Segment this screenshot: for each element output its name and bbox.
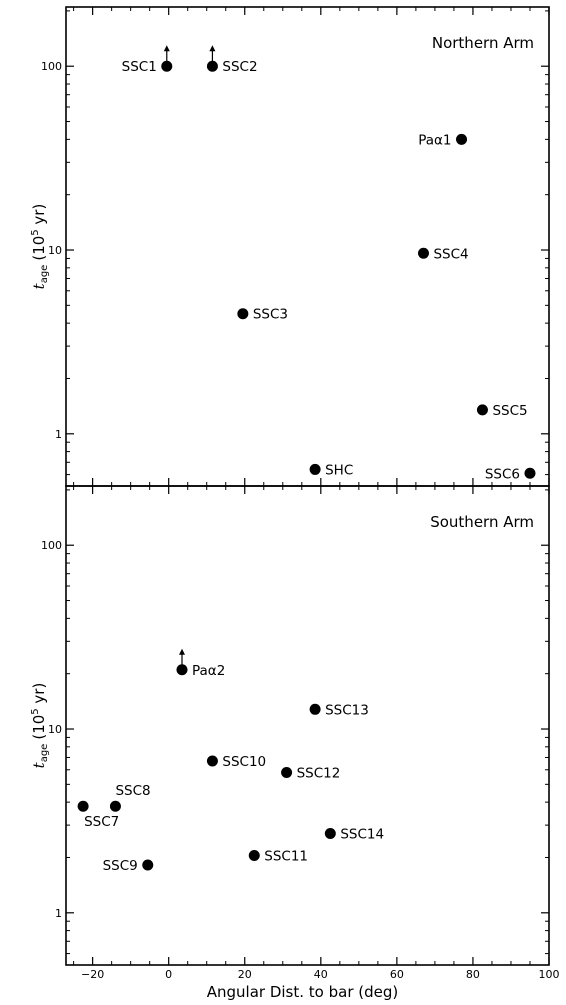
y-axis-subscript: age xyxy=(39,265,50,284)
point-marker xyxy=(476,404,488,416)
point-marker xyxy=(176,664,188,676)
lower-limit-arrow-head xyxy=(178,648,185,655)
panel-title: Southern Arm xyxy=(430,513,534,531)
x-tick-label: 100 xyxy=(539,968,560,981)
x-tick-label: −20 xyxy=(81,968,104,981)
data-point: SSC14 xyxy=(324,827,384,843)
x-tick-label: 20 xyxy=(238,968,252,981)
point-label: SSC9 xyxy=(103,858,138,874)
x-tick-label: 80 xyxy=(466,968,480,981)
point-marker xyxy=(456,133,468,145)
point-label: SSC6 xyxy=(485,466,520,482)
point-label: SSC7 xyxy=(84,814,119,830)
point-label: Paα1 xyxy=(418,132,451,148)
data-point: SHC xyxy=(309,462,353,478)
data-point: SSC4 xyxy=(417,246,469,262)
point-marker xyxy=(77,800,89,812)
point-marker xyxy=(417,247,429,259)
y-tick-label: 100 xyxy=(41,539,62,552)
panel-title: Northern Arm xyxy=(432,34,534,52)
data-point: SSC2 xyxy=(206,45,258,75)
point-label: SSC1 xyxy=(122,59,157,75)
y-axis-title: tage (105 yr) xyxy=(30,683,50,769)
point-label: SSC8 xyxy=(115,783,150,799)
point-label: SSC2 xyxy=(222,59,257,75)
plot-frame xyxy=(65,6,550,487)
point-marker xyxy=(248,850,260,862)
y-axis-subscript: age xyxy=(39,744,50,763)
x-tick-label: 60 xyxy=(390,968,404,981)
point-marker xyxy=(281,766,293,778)
y-axis-exponent: 5 xyxy=(30,708,41,714)
northern-arm-panel: 1 10 100 Northern Arm tage (105 yr) SSC1 SSC2 Pa… xyxy=(30,6,550,487)
point-marker xyxy=(109,800,121,812)
y-axis-unit: (10 xyxy=(30,236,48,261)
data-point: SSC11 xyxy=(248,849,308,865)
x-tick-label: 40 xyxy=(314,968,328,981)
data-point: SSC6 xyxy=(485,466,536,482)
y-tick-label: 10 xyxy=(48,723,62,736)
point-marker xyxy=(161,60,173,72)
y-axis-symbol: t xyxy=(30,282,48,289)
point-label: SSC4 xyxy=(433,246,468,262)
data-point: SSC10 xyxy=(206,754,266,770)
y-axis-unit-end: yr) xyxy=(30,683,48,709)
point-marker xyxy=(309,703,321,715)
point-marker xyxy=(237,308,249,320)
y-tick-label: 100 xyxy=(41,60,62,73)
point-marker xyxy=(324,828,336,840)
y-tick-label: 1 xyxy=(55,907,62,920)
data-point: SSC7 xyxy=(77,800,119,830)
point-label: SSC14 xyxy=(340,827,384,843)
point-marker xyxy=(206,755,218,767)
data-point: SSC3 xyxy=(237,307,288,323)
y-axis-unit: (10 xyxy=(30,715,48,740)
point-label: Paα2 xyxy=(192,663,225,679)
point-label: SSC5 xyxy=(492,403,527,419)
y-tick-label: 10 xyxy=(48,244,62,257)
point-label: SSC11 xyxy=(264,849,308,865)
point-label: SSC10 xyxy=(222,754,266,770)
lower-limit-arrow-head xyxy=(163,45,170,52)
point-label: SSC12 xyxy=(297,765,341,781)
point-marker xyxy=(206,60,218,72)
data-point: SSC1 xyxy=(122,45,173,75)
plot-frame xyxy=(65,485,550,966)
y-axis-title: tage (105 yr) xyxy=(30,204,50,290)
point-label: SSC13 xyxy=(325,702,369,718)
point-marker xyxy=(524,467,536,479)
x-tick-label: 0 xyxy=(165,968,172,981)
data-point: SSC5 xyxy=(476,403,528,419)
point-marker xyxy=(309,463,321,475)
y-axis-exponent: 5 xyxy=(30,229,41,235)
lower-limit-arrow-head xyxy=(209,45,216,52)
point-marker xyxy=(142,859,154,871)
data-point: SSC13 xyxy=(309,702,369,718)
point-label: SHC xyxy=(325,462,353,478)
y-axis-unit-end: yr) xyxy=(30,204,48,230)
data-point: SSC12 xyxy=(281,765,340,781)
data-point: Paα2 xyxy=(176,648,225,679)
southern-arm-panel: −20 0 20 40 60 80 100 1 10 100 Southern Arm tage (10… xyxy=(30,485,560,981)
point-label: SSC3 xyxy=(253,307,288,323)
y-tick-label: 1 xyxy=(55,428,62,441)
data-point: SSC8 xyxy=(109,783,151,812)
x-axis-title: Angular Dist. to bar (deg) xyxy=(207,983,399,1001)
data-point: SSC9 xyxy=(103,858,154,874)
y-axis-symbol: t xyxy=(30,761,48,768)
data-point: Paα1 xyxy=(418,132,468,148)
